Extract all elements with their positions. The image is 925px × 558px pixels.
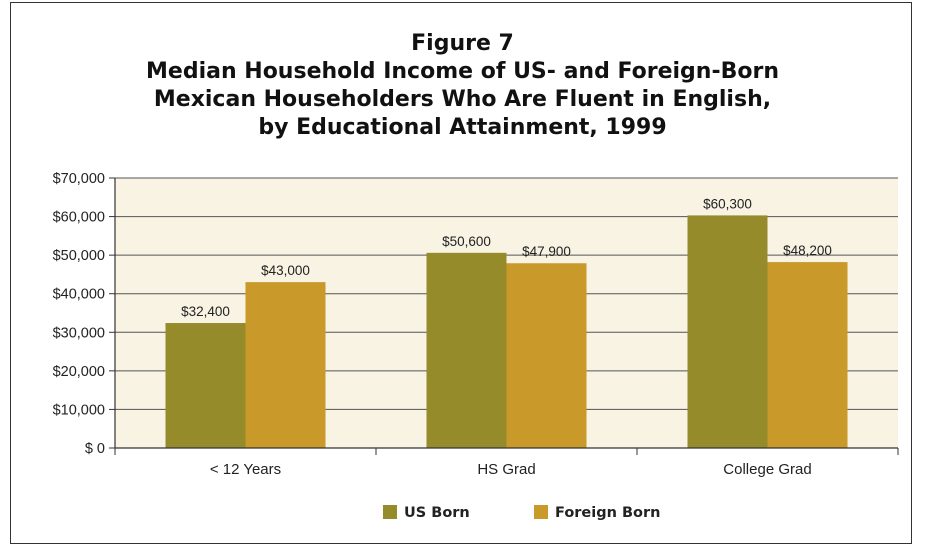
x-axis-categories: < 12 Years HS Grad College Grad <box>210 461 812 478</box>
y-tick-label: $10,000 <box>53 402 105 418</box>
data-label: $60,300 <box>703 196 752 211</box>
chart-title-line-2: Median Household Income of US- and Forei… <box>146 59 779 84</box>
y-tick-label: $70,000 <box>53 171 105 187</box>
y-tick-label: $20,000 <box>53 364 105 380</box>
data-label: $47,900 <box>522 244 571 259</box>
legend-swatch <box>534 505 548 519</box>
bar-us-born <box>687 215 768 448</box>
y-tick-label: $ 0 <box>85 441 105 457</box>
data-labels: $32,400 $43,000 $50,600 $47,900 $60,300 $48,2… <box>181 196 832 319</box>
y-axis-ticks: $ 0 $10,000 $20,000 $30,000 $40,000 $50,000 $6… <box>53 171 115 457</box>
x-category-label: < 12 Years <box>210 461 281 478</box>
x-category-label: College Grad <box>723 461 811 478</box>
bar-us-born <box>426 252 507 448</box>
axes <box>114 178 899 455</box>
y-tick-label: $40,000 <box>53 287 105 303</box>
legend: US Born Foreign Born <box>383 505 660 521</box>
data-label: $50,600 <box>442 234 491 249</box>
bar-us-born <box>165 323 246 448</box>
y-tick-label: $60,000 <box>53 210 105 226</box>
legend-label: Foreign Born <box>555 505 660 521</box>
chart-title-line-1: Figure 7 <box>411 31 514 56</box>
y-tick-label: $50,000 <box>53 248 105 264</box>
data-label: $32,400 <box>181 304 230 319</box>
chart-title-line-3: Mexican Householders Who Are Fluent in E… <box>153 87 772 112</box>
data-label: $43,000 <box>261 263 310 278</box>
bar-foreign-born <box>767 262 848 448</box>
bars <box>165 215 848 448</box>
legend-label: US Born <box>404 505 470 521</box>
chart-title-line-4: by Educational Attainment, 1999 <box>258 115 667 140</box>
bar-foreign-born <box>245 282 326 448</box>
x-category-label: HS Grad <box>477 461 535 478</box>
data-label: $48,200 <box>783 243 832 258</box>
bar-foreign-born <box>506 263 587 448</box>
legend-swatch <box>383 505 397 519</box>
chart-title: Figure 7 Median Household Income of US- … <box>0 30 925 142</box>
y-tick-label: $30,000 <box>53 325 105 341</box>
